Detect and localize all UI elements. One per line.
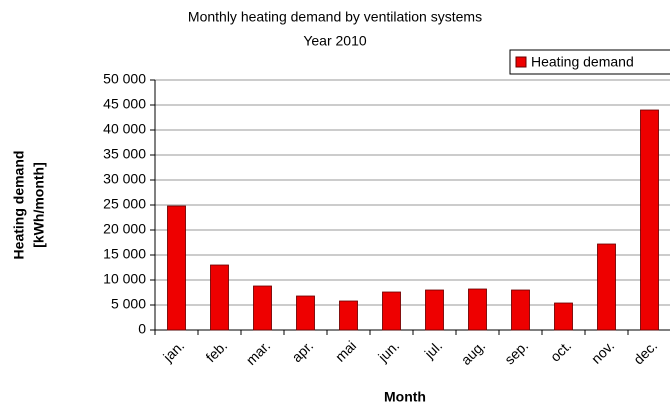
y-tick-label: 10 000 xyxy=(103,271,146,287)
y-tick-label: 20 000 xyxy=(103,221,146,237)
legend-swatch xyxy=(515,56,527,68)
y-tick-label: 50 000 xyxy=(103,71,146,87)
y-axis-label: [kWh/month] xyxy=(31,162,47,248)
bar xyxy=(382,291,401,331)
y-tick-label: 5 000 xyxy=(111,296,146,312)
x-tick-label: sep. xyxy=(501,337,531,367)
legend-box xyxy=(509,49,670,75)
x-tick-label: jun. xyxy=(374,337,402,365)
y-tick-label: 45 000 xyxy=(103,96,146,112)
bar xyxy=(468,288,487,331)
x-tick-label: mai xyxy=(332,337,359,364)
chart-title: Monthly heating demand by ventilation sy… xyxy=(188,9,482,25)
bar xyxy=(296,295,315,331)
x-axis-label: Month xyxy=(384,389,426,405)
bar xyxy=(511,289,530,331)
x-tick-label: nov. xyxy=(588,337,617,366)
chart-subtitle: Year 2010 xyxy=(303,33,367,49)
bar xyxy=(597,243,616,331)
bar xyxy=(167,205,186,331)
x-tick-label: oct. xyxy=(547,337,574,364)
x-tick-label: dec. xyxy=(630,337,660,367)
legend-label: Heating demand xyxy=(531,54,634,70)
x-tick-label: feb. xyxy=(202,337,230,365)
bar xyxy=(640,109,659,331)
bar xyxy=(554,302,573,331)
y-tick-label: 15 000 xyxy=(103,246,146,262)
bar xyxy=(425,289,444,331)
bar xyxy=(210,264,229,331)
bar xyxy=(339,300,358,331)
y-tick-label: 25 000 xyxy=(103,196,146,212)
y-tick-label: 40 000 xyxy=(103,121,146,137)
y-tick-label: 30 000 xyxy=(103,171,146,187)
x-tick-label: aug. xyxy=(458,337,489,368)
x-tick-label: jan. xyxy=(159,337,187,365)
y-axis-label: Heating demand xyxy=(11,151,27,260)
bar xyxy=(253,285,272,331)
y-tick-label: 35 000 xyxy=(103,146,146,162)
x-tick-label: mar. xyxy=(243,337,274,368)
x-tick-label: apr. xyxy=(288,337,316,365)
y-tick-label: 0 xyxy=(138,321,146,337)
x-tick-label: jul. xyxy=(421,337,446,362)
